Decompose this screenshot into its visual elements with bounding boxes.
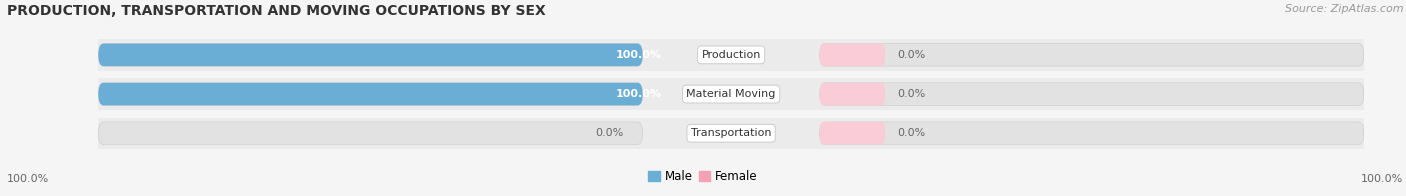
FancyBboxPatch shape xyxy=(820,83,1364,105)
FancyBboxPatch shape xyxy=(820,44,886,66)
FancyBboxPatch shape xyxy=(820,44,1364,66)
Text: Material Moving: Material Moving xyxy=(686,89,776,99)
Text: 0.0%: 0.0% xyxy=(897,128,927,138)
FancyBboxPatch shape xyxy=(98,44,643,66)
FancyBboxPatch shape xyxy=(820,122,1364,145)
Text: 0.0%: 0.0% xyxy=(897,50,927,60)
FancyBboxPatch shape xyxy=(820,122,886,145)
FancyBboxPatch shape xyxy=(98,122,643,145)
FancyBboxPatch shape xyxy=(820,83,886,105)
Text: Transportation: Transportation xyxy=(690,128,772,138)
Text: Source: ZipAtlas.com: Source: ZipAtlas.com xyxy=(1285,4,1403,14)
Text: PRODUCTION, TRANSPORTATION AND MOVING OCCUPATIONS BY SEX: PRODUCTION, TRANSPORTATION AND MOVING OC… xyxy=(7,4,546,18)
FancyBboxPatch shape xyxy=(98,44,643,66)
Text: Production: Production xyxy=(702,50,761,60)
Text: 0.0%: 0.0% xyxy=(595,128,623,138)
Text: 100.0%: 100.0% xyxy=(7,174,49,184)
Text: 100.0%: 100.0% xyxy=(616,50,661,60)
Text: 100.0%: 100.0% xyxy=(616,89,661,99)
FancyBboxPatch shape xyxy=(98,83,643,105)
Text: 0.0%: 0.0% xyxy=(897,89,927,99)
Text: 100.0%: 100.0% xyxy=(1361,174,1403,184)
FancyBboxPatch shape xyxy=(98,83,643,105)
Legend: Male, Female: Male, Female xyxy=(644,166,762,188)
